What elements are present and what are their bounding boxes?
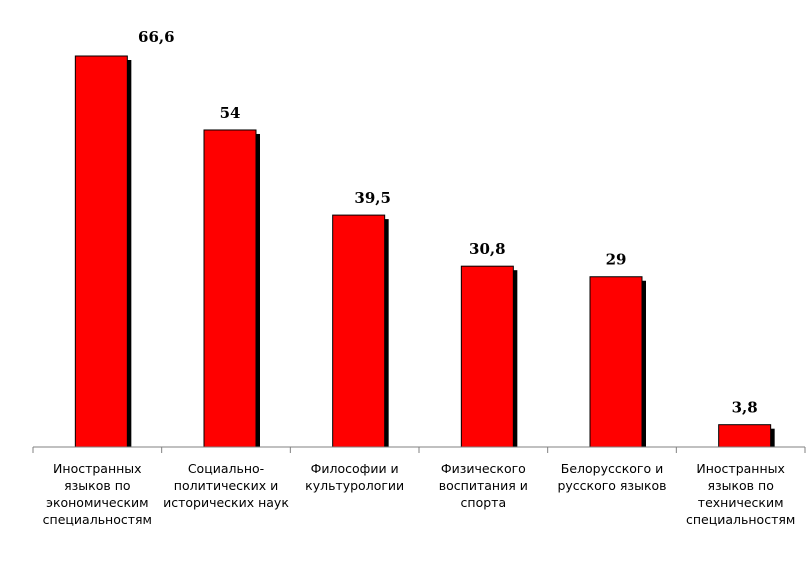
value-label-1: 66,6 (138, 28, 175, 46)
bar-5 (589, 276, 643, 448)
value-label-6: 3,8 (732, 399, 758, 417)
category-label-3: Философии и культурологии (305, 461, 405, 493)
category-label-2: Социально-политических и исторических на… (163, 461, 289, 510)
value-label-2: 54 (220, 104, 241, 122)
category-label-1: Иностранных языков по экономическим спец… (42, 461, 152, 527)
category-label-5: Белорусского и русского языков (557, 461, 667, 493)
category-label-4: Физического воспитания и спорта (438, 461, 528, 510)
category-label-6: Иностранных языков по техническим специа… (686, 461, 796, 527)
bar-6 (718, 424, 772, 448)
value-label-5: 29 (606, 251, 627, 269)
bar-4 (460, 265, 514, 448)
bars-group (74, 55, 775, 448)
bar-2 (203, 129, 257, 448)
x-axis-ticks (32, 447, 806, 453)
bar-3 (332, 214, 386, 448)
bar-1 (74, 55, 128, 448)
value-labels-group: 66,6 54 39,5 30,8 29 3,8 (138, 28, 758, 417)
value-label-3: 39,5 (354, 189, 391, 207)
value-label-4: 30,8 (469, 240, 506, 258)
